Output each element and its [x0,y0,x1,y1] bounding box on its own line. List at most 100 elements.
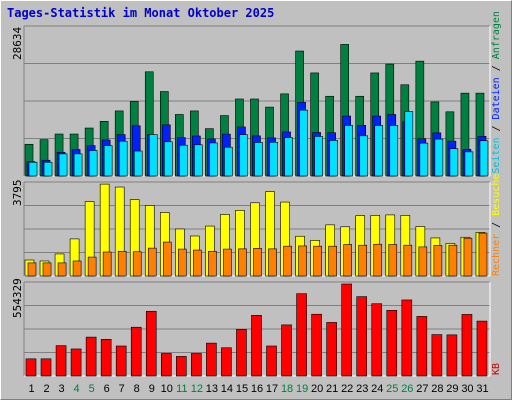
chart-title: Tages-Statistik im Monat Oktober 2025 [7,6,275,20]
rechner-bar [193,249,202,277]
seiten-bar [269,141,278,177]
rechner-bar [448,244,458,277]
kb-bar [145,310,157,377]
seiten-bar [209,142,218,177]
kb-bar [371,303,383,377]
seiten-bar [133,150,143,177]
kb-bar [476,320,488,377]
rechner-bar [433,245,443,277]
seiten-bar [449,148,459,177]
rechner-bar [102,251,112,277]
day-label: 2 [43,383,49,395]
rechner-bar [27,262,37,277]
rechner-bar [403,244,413,277]
rechner-bar [268,248,277,277]
seiten-bar [163,141,173,177]
day-label: 31 [476,383,488,395]
rechner-bar [313,245,322,277]
kb-bar [55,345,67,377]
rechner-bar [343,244,352,277]
day-label: 20 [311,383,323,395]
day-label: 17 [266,383,278,395]
rechner-bar [178,248,187,277]
kb-bar [311,313,322,377]
rechner-bar [388,244,398,277]
seiten-bar [419,142,429,177]
day-label: 8 [134,383,140,395]
seiten-bar [314,136,323,177]
day-label: 21 [326,383,338,395]
day-label: 15 [236,383,248,395]
day-label: 12 [191,383,203,395]
day-label: 26 [401,383,413,395]
rechner-bar [162,241,172,277]
rechner-bar [117,250,127,277]
kb-bar [70,348,82,377]
kb-bar [251,315,262,377]
rechner-bar [208,250,217,277]
rechner-bar [418,246,428,277]
kb-bar [176,356,187,377]
kb-bar [386,310,398,377]
day-label: 24 [371,383,383,395]
rechner-bar [478,232,488,277]
day-label: 23 [356,383,368,395]
kb-bar [266,345,277,377]
day-label: 5 [89,383,95,395]
seiten-bar [88,150,98,177]
seiten-bar [374,125,384,177]
seiten-bar [224,146,233,177]
kb-bar [341,283,352,377]
day-label: 18 [281,383,293,395]
rechner-bar [298,245,307,277]
day-label: 13 [206,383,218,395]
kb-bar [115,345,127,377]
day-label: 25 [386,383,398,395]
kb-bar [446,334,458,377]
seiten-bar [284,137,293,177]
day-label: 10 [161,383,173,395]
seiten-bar [329,140,338,177]
kb-bar [191,353,202,377]
rechner-bar [328,245,337,277]
day-label: 22 [341,383,353,395]
seiten-bar [239,134,248,177]
rechner-bar [238,248,247,277]
rechner-bar [223,248,232,277]
kb-bar [160,353,172,377]
day-label: 9 [149,383,155,395]
day-label: 11 [176,383,187,395]
day-label: 3 [59,383,65,395]
kb-bar [281,324,292,377]
day-label: 14 [221,383,233,395]
day-label: 7 [119,383,125,395]
day-label: 1 [28,383,34,395]
seiten-bar [179,144,188,177]
kb-bar [296,293,307,377]
seiten-bar [434,138,444,177]
day-label: 30 [461,383,473,395]
kb-bar [221,347,232,377]
rechner-bar [463,237,473,277]
seiten-bar [58,153,68,177]
seiten-bar [28,161,38,177]
seiten-bar [73,153,83,177]
seiten-bar [359,135,369,177]
rechner-bar [87,256,97,277]
seiten-bar [103,145,113,177]
day-label: 29 [446,383,458,395]
day-label: 28 [431,383,443,395]
seiten-bar [299,109,308,177]
kb-bar [130,326,142,377]
day-label: 4 [74,383,80,395]
seiten-bar [118,140,128,177]
rechner-bar [147,247,157,277]
seiten-bar [194,144,203,177]
kb-bar [326,322,337,377]
day-label: 16 [251,383,263,395]
kb-bar [100,339,112,377]
kb-bar [401,299,413,377]
seiten-bar [148,134,158,177]
kb-bar [85,336,97,377]
